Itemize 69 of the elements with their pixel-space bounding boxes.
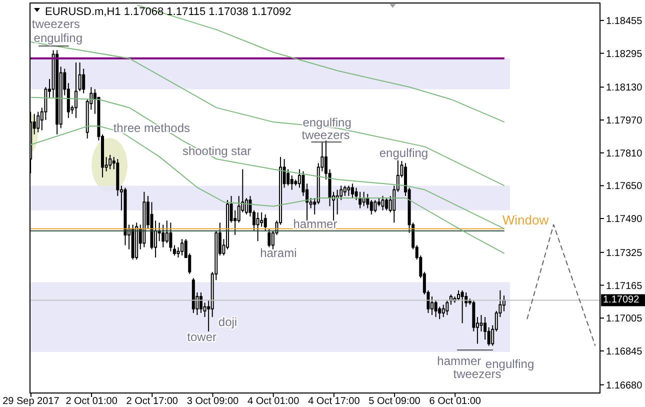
y-tick-label: 1.18295 — [606, 48, 643, 60]
candlestick — [162, 224, 165, 248]
candlestick — [290, 174, 294, 190]
candlestick — [446, 300, 449, 316]
y-tick-label: 1.18130 — [606, 82, 643, 94]
candlestick — [350, 183, 354, 198]
ref-line-label: Window — [502, 212, 550, 228]
y-tick-label: 1.17970 — [606, 116, 643, 127]
candlestick — [347, 185, 350, 196]
x-tick-label: 4 Oct 01:00 — [247, 396, 300, 407]
candlestick — [108, 154, 112, 170]
candlestick — [82, 68, 86, 94]
y-tick-label: 1.17650 — [606, 181, 643, 192]
candlestick — [260, 212, 264, 228]
y-tick-label: 1.16680 — [606, 380, 643, 392]
candlestick — [74, 62, 78, 118]
y-tick-label: 1.17165 — [606, 280, 643, 292]
candlestick — [370, 200, 373, 215]
annotation: tweezers — [32, 17, 80, 31]
chart-title: EURUSD.m,H1 1.17068 1.17115 1.17038 1.17092 — [45, 6, 292, 18]
candlestick — [484, 316, 487, 340]
ref-line-label: 1.17092 — [603, 294, 640, 306]
candlestick — [430, 296, 434, 316]
candlestick — [480, 314, 483, 332]
annotation: doji — [218, 315, 238, 329]
candlestick — [244, 198, 248, 215]
candlestick — [165, 220, 168, 244]
candlestick — [374, 200, 377, 213]
x-tick-label: 4 Oct 17:00 — [308, 396, 360, 407]
x-tick-label: 2 Oct 01:00 — [66, 396, 118, 407]
candlestick — [502, 295, 506, 312]
annotation: engulfing — [379, 146, 428, 160]
annotation: engulfing — [34, 31, 83, 45]
y-tick-label: 1.18455 — [606, 16, 643, 27]
x-tick-label: 2 Oct 17:00 — [126, 396, 178, 407]
annotation: harami — [260, 246, 297, 260]
y-tick-label: 1.17005 — [606, 314, 643, 325]
y-tick-label: 1.17325 — [606, 248, 643, 259]
candlestick — [298, 168, 301, 188]
annotation: tower — [187, 330, 217, 344]
annotation: hammer — [437, 354, 482, 368]
candlestick — [434, 300, 438, 318]
x-tick-label: 5 Oct 09:00 — [368, 396, 421, 407]
candlestick — [457, 290, 460, 302]
candlestick — [460, 290, 464, 324]
candlestick — [343, 185, 346, 196]
candlestick — [286, 168, 290, 186]
candlestick — [487, 326, 490, 346]
candlestick — [385, 198, 388, 211]
y-tick-label: 1.16845 — [606, 346, 643, 358]
candlestick — [172, 244, 176, 256]
candlestick — [256, 212, 260, 242]
annotation: hammer — [293, 216, 338, 231]
candlestick — [169, 222, 172, 252]
annotation: tweezers — [302, 128, 350, 142]
candlestick — [199, 292, 202, 314]
y-tick-label: 1.17810 — [606, 148, 643, 160]
candlestick — [442, 304, 445, 318]
x-tick-label: 3 Oct 09:00 — [186, 396, 240, 407]
candlestick — [264, 214, 267, 232]
y-tick-label: 1.17490 — [606, 214, 643, 226]
candlestick — [268, 228, 271, 248]
candlestick — [36, 111, 40, 133]
candlestick — [78, 62, 82, 92]
annotation: engulfing — [302, 116, 352, 130]
x-tick-label: 29 Sep 2017 — [2, 396, 60, 407]
candlestick — [381, 195, 384, 211]
x-tick-label: 6 Oct 01:00 — [429, 396, 482, 407]
candlestick — [180, 238, 184, 256]
